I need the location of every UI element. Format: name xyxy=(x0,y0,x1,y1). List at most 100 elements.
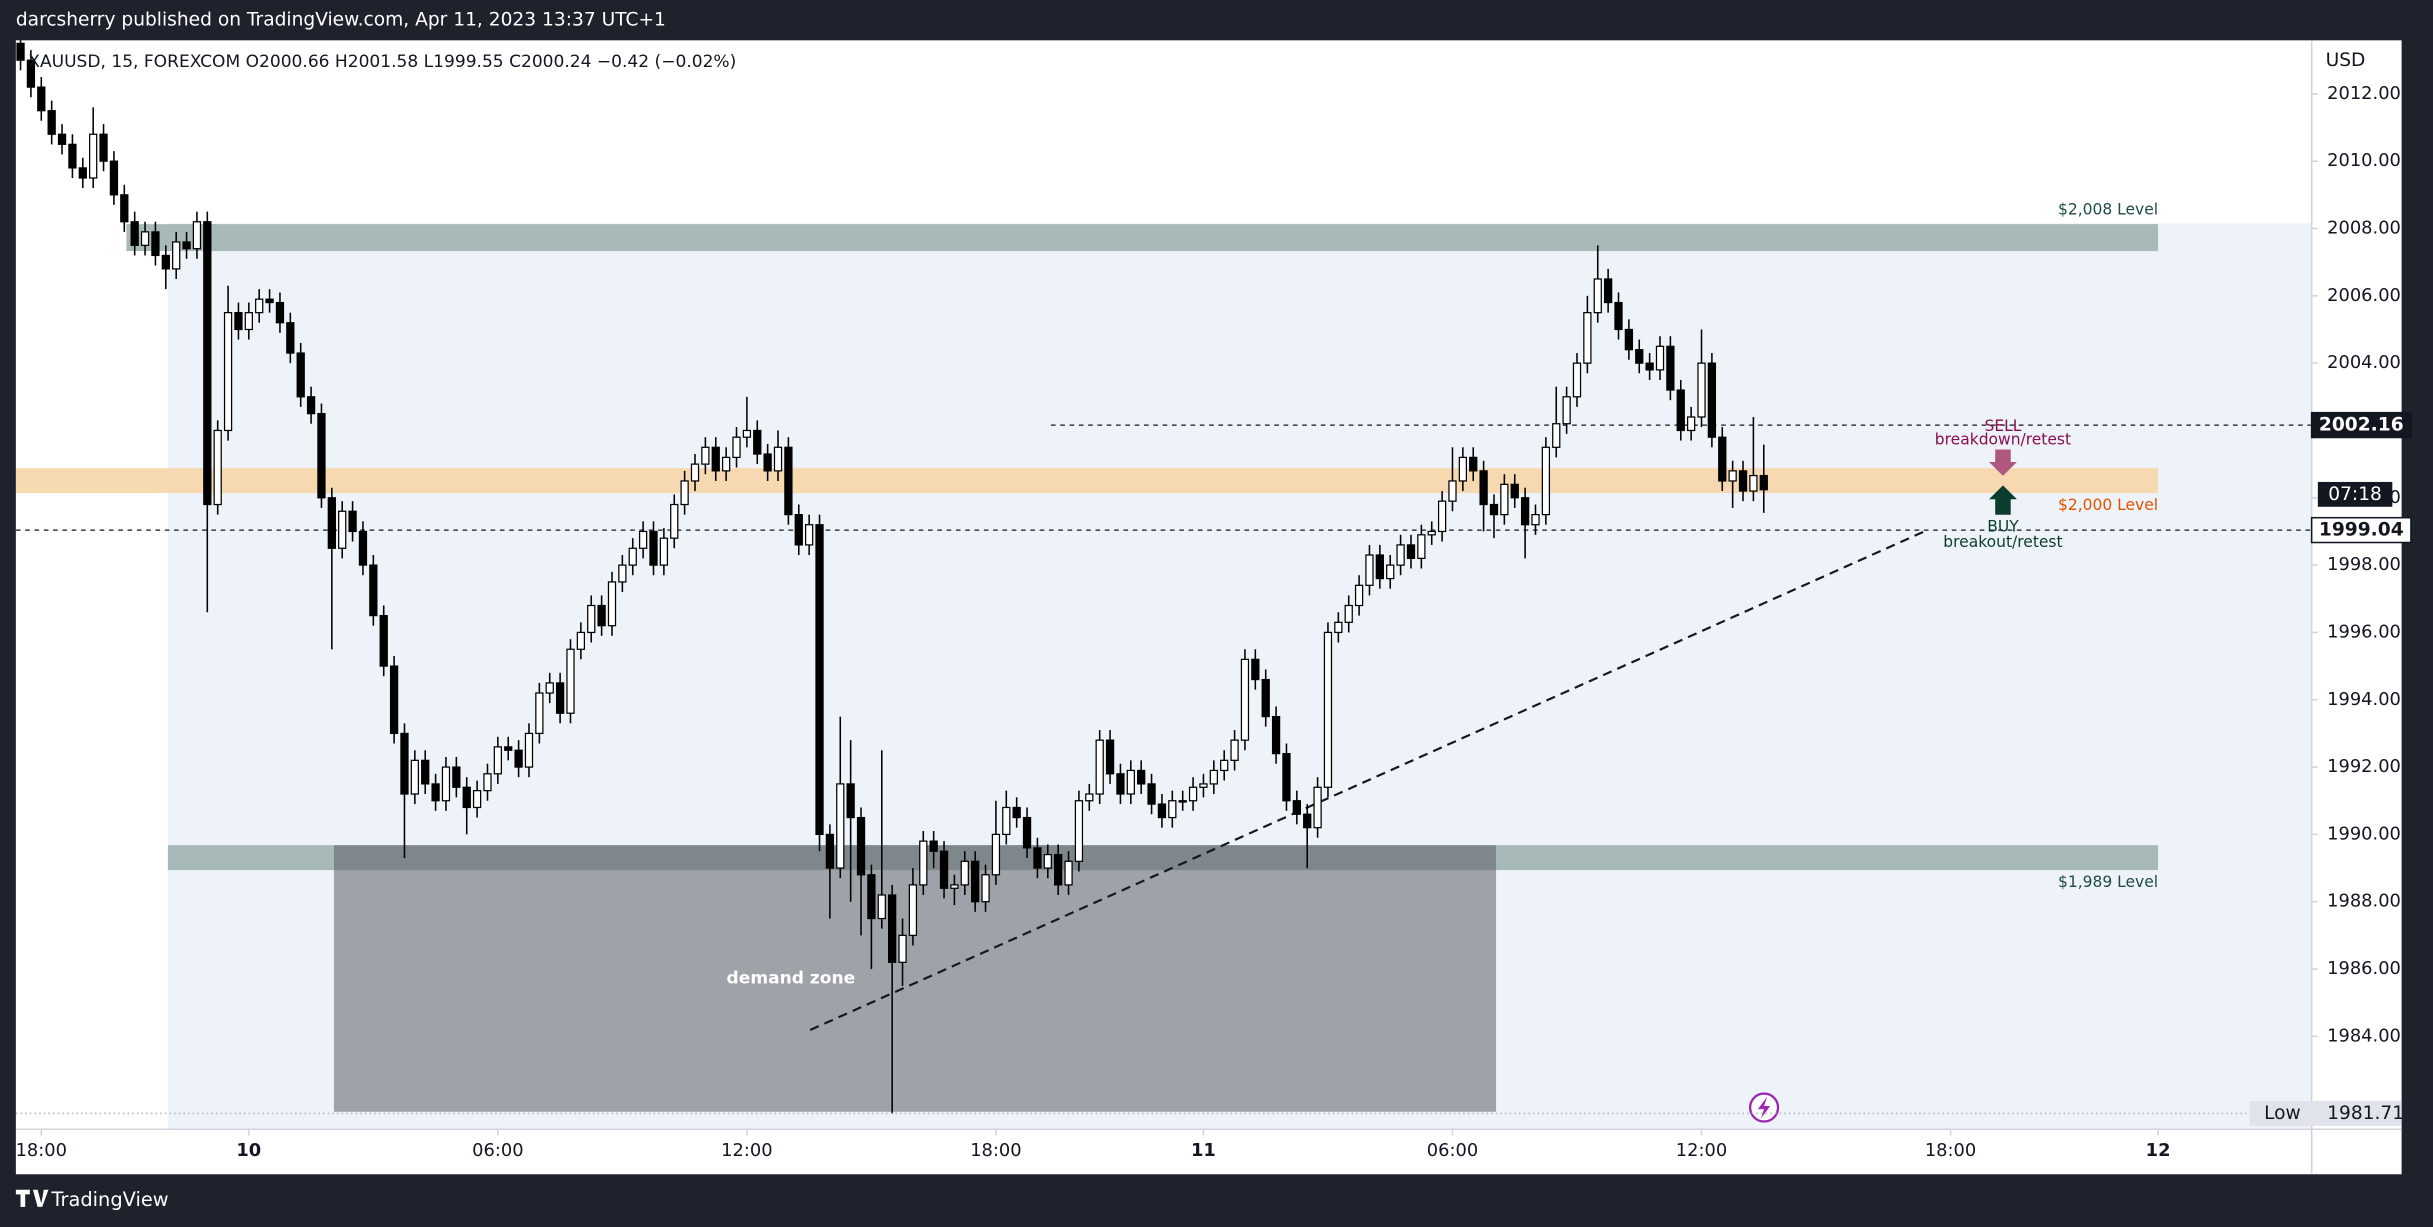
candle-body xyxy=(379,614,388,667)
lightning-glyph xyxy=(1757,1096,1771,1119)
candle-body xyxy=(192,221,202,250)
candle-body xyxy=(1520,497,1530,526)
candle-body xyxy=(1645,362,1654,371)
candle-body xyxy=(908,884,918,937)
candle-body xyxy=(37,86,46,112)
low-box xyxy=(2249,1101,2402,1126)
candle-body xyxy=(1510,483,1519,499)
candle-body xyxy=(638,530,648,549)
candle-body xyxy=(1137,769,1146,785)
x-tick-label: 11 xyxy=(1191,1140,1216,1161)
candle-body xyxy=(109,160,119,196)
candle-body xyxy=(1583,312,1592,364)
candle-body xyxy=(680,480,689,506)
candle-body xyxy=(815,524,824,836)
zone-label: $2,008 Level xyxy=(2058,201,2158,219)
x-tick-label: 12 xyxy=(2146,1140,2171,1161)
candle-body xyxy=(1718,436,1727,482)
candle-body xyxy=(1157,803,1167,819)
candle-body xyxy=(960,860,969,886)
candle-body xyxy=(161,254,170,270)
candle-body xyxy=(504,746,513,751)
candle-body xyxy=(1168,800,1177,819)
candle-body xyxy=(825,833,835,869)
candle-body xyxy=(1033,847,1042,869)
candle-body xyxy=(576,631,586,650)
candle-body xyxy=(1178,800,1187,803)
candle-body xyxy=(1749,474,1758,492)
candle-body xyxy=(244,312,253,331)
y-tick-label: 2010.00 xyxy=(2327,150,2401,171)
candle-body xyxy=(431,783,440,802)
candle-body xyxy=(400,732,409,795)
candle-body xyxy=(1074,800,1084,862)
candle-body xyxy=(784,446,793,516)
candle-body xyxy=(1396,544,1405,566)
buy-title: BUY xyxy=(1987,518,2019,536)
candle-body xyxy=(1697,362,1706,418)
price-label-box xyxy=(2310,516,2412,544)
candle-body xyxy=(306,396,316,415)
low-value: 1981.71 xyxy=(2327,1103,2404,1124)
candle-body xyxy=(1738,470,1748,492)
x-tick-label: 12:00 xyxy=(1676,1140,1727,1161)
price-label: 2002.16 xyxy=(2319,415,2404,436)
candle-body xyxy=(1427,530,1436,536)
candle-body xyxy=(1593,278,1602,314)
candle-body xyxy=(68,143,77,169)
candle-body xyxy=(721,456,731,472)
candle-body xyxy=(1552,423,1561,448)
candle-body xyxy=(1479,470,1488,506)
candle-body xyxy=(1064,860,1073,886)
candle-body xyxy=(898,934,907,963)
zone-label: $1,989 Level xyxy=(2058,873,2158,891)
candle-body xyxy=(410,759,419,795)
candle-body xyxy=(1541,446,1551,516)
sell-arrow xyxy=(1988,449,2017,476)
footer: TradingView xyxy=(51,1188,169,1211)
candle-body xyxy=(607,581,617,627)
trendline xyxy=(809,530,1925,1031)
candle-body xyxy=(1666,345,1675,391)
candle-body xyxy=(1655,345,1665,371)
candle-body xyxy=(618,564,627,583)
candle-body xyxy=(1251,658,1260,681)
candle-body xyxy=(1603,278,1613,304)
candle-body xyxy=(1624,328,1634,351)
candle-body xyxy=(555,682,565,714)
buy-text: breakout/retest xyxy=(1943,533,2062,551)
candle-body xyxy=(140,231,150,246)
zone xyxy=(15,468,2159,494)
candle-body xyxy=(1230,739,1239,761)
candle-body xyxy=(1199,783,1208,788)
x-tick-label: 18:00 xyxy=(970,1140,1021,1161)
sell-text: breakdown/retest xyxy=(1935,431,2071,449)
plot xyxy=(15,40,2312,1114)
candle-body xyxy=(338,510,347,549)
price-label: 1999.04 xyxy=(2319,520,2404,541)
y-tick-label: 1986.00 xyxy=(2327,958,2401,979)
x-tick-label: 18:00 xyxy=(16,1140,67,1161)
candle-body xyxy=(16,42,25,61)
candle-body xyxy=(47,110,56,135)
header: darcsherry published on TradingView.com,… xyxy=(16,10,666,31)
y-tick-label: 1990.00 xyxy=(2327,823,2401,844)
candle-body xyxy=(1759,474,1768,491)
candle-body xyxy=(1469,456,1478,472)
candle-body xyxy=(939,850,949,889)
y-tick-label: 1994.00 xyxy=(2327,689,2401,710)
candle-body xyxy=(462,786,471,809)
candle-body xyxy=(566,648,575,714)
candle-body xyxy=(348,510,357,533)
candle-body xyxy=(483,773,492,792)
y-tick-label: 1996.00 xyxy=(2327,621,2401,642)
candle-body xyxy=(130,221,139,246)
candle-body xyxy=(441,766,451,802)
y-tick-label: 1984.00 xyxy=(2327,1025,2401,1046)
candle-body xyxy=(172,241,181,270)
candle-body xyxy=(182,241,191,250)
x-tick-label: 10 xyxy=(236,1140,261,1161)
candle-body xyxy=(597,604,606,627)
candle-body xyxy=(1126,769,1135,795)
y-tick-label: 2012.00 xyxy=(2327,83,2401,104)
